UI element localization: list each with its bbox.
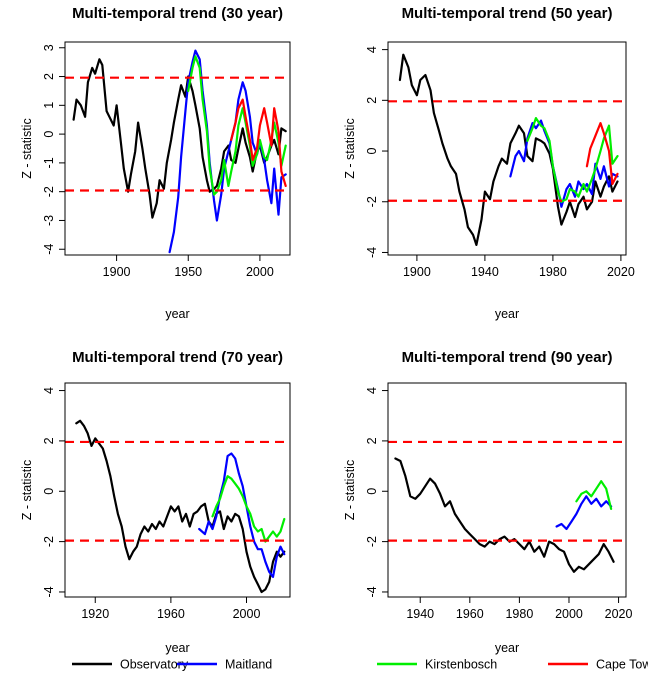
series-line-kirstenbosch [575, 480, 613, 510]
series-line-cape-town-int [585, 121, 619, 186]
x-tick-label: 1960 [157, 607, 185, 621]
x-tick-label: 2000 [246, 265, 274, 279]
x-tick-label: 2020 [607, 265, 635, 279]
series-line-observatory [75, 419, 286, 594]
y-tick-label: -2 [42, 186, 56, 197]
x-tick-label: 1960 [456, 607, 484, 621]
y-tick-label: 4 [365, 46, 379, 53]
legend-label: Cape Town Int. [596, 658, 648, 672]
x-tick-label: 1980 [539, 265, 567, 279]
x-tick-label: 1980 [505, 607, 533, 621]
series-line-observatory [72, 58, 287, 219]
series-line-maitland [168, 49, 287, 254]
series-line-observatory [394, 457, 615, 573]
y-axis-label: Z - statistic [20, 118, 34, 178]
legend-item: Maitland [177, 658, 272, 672]
series-line-maitland [198, 452, 286, 579]
y-tick-label: 4 [42, 387, 56, 394]
y-tick-label: 0 [42, 488, 56, 495]
x-tick-label: 1920 [81, 607, 109, 621]
x-tick-label: 2000 [555, 607, 583, 621]
y-tick-label: -2 [365, 536, 379, 547]
chart-panel-4: Multi-temporal trend (90 year) 1940 1960 19… [343, 349, 633, 655]
x-tick-label: 2020 [605, 607, 633, 621]
series-line-observatory [398, 53, 619, 246]
plot-frame [387, 41, 627, 256]
chart-panel-3: Multi-temporal trend (70 year)1920 1960 20… [20, 349, 291, 655]
series-line-maitland [555, 495, 613, 531]
y-axis-label: Z - statistic [343, 118, 357, 178]
chart-title: Multi-temporal trend (70 year) [72, 349, 283, 366]
chart-title: Multi-temporal trend (50 year) [402, 5, 613, 22]
x-tick-label: 1940 [406, 607, 434, 621]
y-tick-label: -2 [365, 196, 379, 207]
legend-item: Observatory [72, 658, 189, 672]
legend-item: Cape Town Int. [548, 658, 648, 672]
y-tick-label: 2 [365, 437, 379, 444]
series-line-kirstenbosch [187, 55, 287, 196]
y-tick-label: 0 [42, 131, 56, 138]
series-line-kirstenbosch [526, 116, 619, 203]
y-tick-label: 0 [365, 488, 379, 495]
x-tick-label: 1900 [103, 265, 131, 279]
y-tick-label: -4 [42, 586, 56, 597]
y-axis-label: Z - statistic [20, 460, 34, 520]
legend-label: Maitland [225, 658, 272, 672]
x-tick-label: 2000 [233, 607, 261, 621]
chart-panel-2: Multi-temporal trend (50 year) 1900 1940 19… [343, 5, 635, 321]
x-axis-label: year [165, 641, 189, 655]
legend-label: Observatory [120, 658, 189, 672]
y-tick-label: 3 [42, 44, 56, 51]
y-tick-label: -1 [42, 157, 56, 168]
x-axis-label: year [495, 641, 519, 655]
y-tick-label: -2 [42, 536, 56, 547]
chart-title: Multi-temporal trend (90 year) [402, 349, 613, 366]
series-line-kirstenbosch [211, 475, 286, 543]
plot-frame [64, 41, 291, 256]
chart-title: Multi-temporal trend (30 year) [72, 5, 283, 22]
y-tick-label: 2 [365, 97, 379, 104]
y-tick-label: 2 [42, 437, 56, 444]
legend: Observatory Maitland Kirstenbosch Cape Town… [72, 658, 648, 672]
y-tick-label: -4 [365, 247, 379, 258]
y-tick-label: -3 [42, 215, 56, 226]
y-tick-label: -4 [42, 244, 56, 255]
plot-frame [387, 382, 627, 598]
y-axis-label: Z - statistic [343, 460, 357, 520]
x-tick-label: 1950 [174, 265, 202, 279]
x-tick-label: 1940 [471, 265, 499, 279]
y-tick-label: 4 [365, 387, 379, 394]
x-tick-label: 1900 [403, 265, 431, 279]
legend-item: Kirstenbosch [377, 658, 497, 672]
y-tick-label: 0 [365, 148, 379, 155]
series-line-cape-town-int [230, 98, 287, 187]
y-tick-label: 1 [42, 102, 56, 109]
chart-panel-1: Multi-temporal trend (30 year)1900 1950 20… [20, 5, 291, 321]
x-axis-label: year [495, 307, 519, 321]
legend-label: Kirstenbosch [425, 658, 497, 672]
plot-frame [64, 382, 291, 598]
y-tick-label: 2 [42, 73, 56, 80]
y-tick-label: -4 [365, 586, 379, 597]
x-axis-label: year [165, 307, 189, 321]
